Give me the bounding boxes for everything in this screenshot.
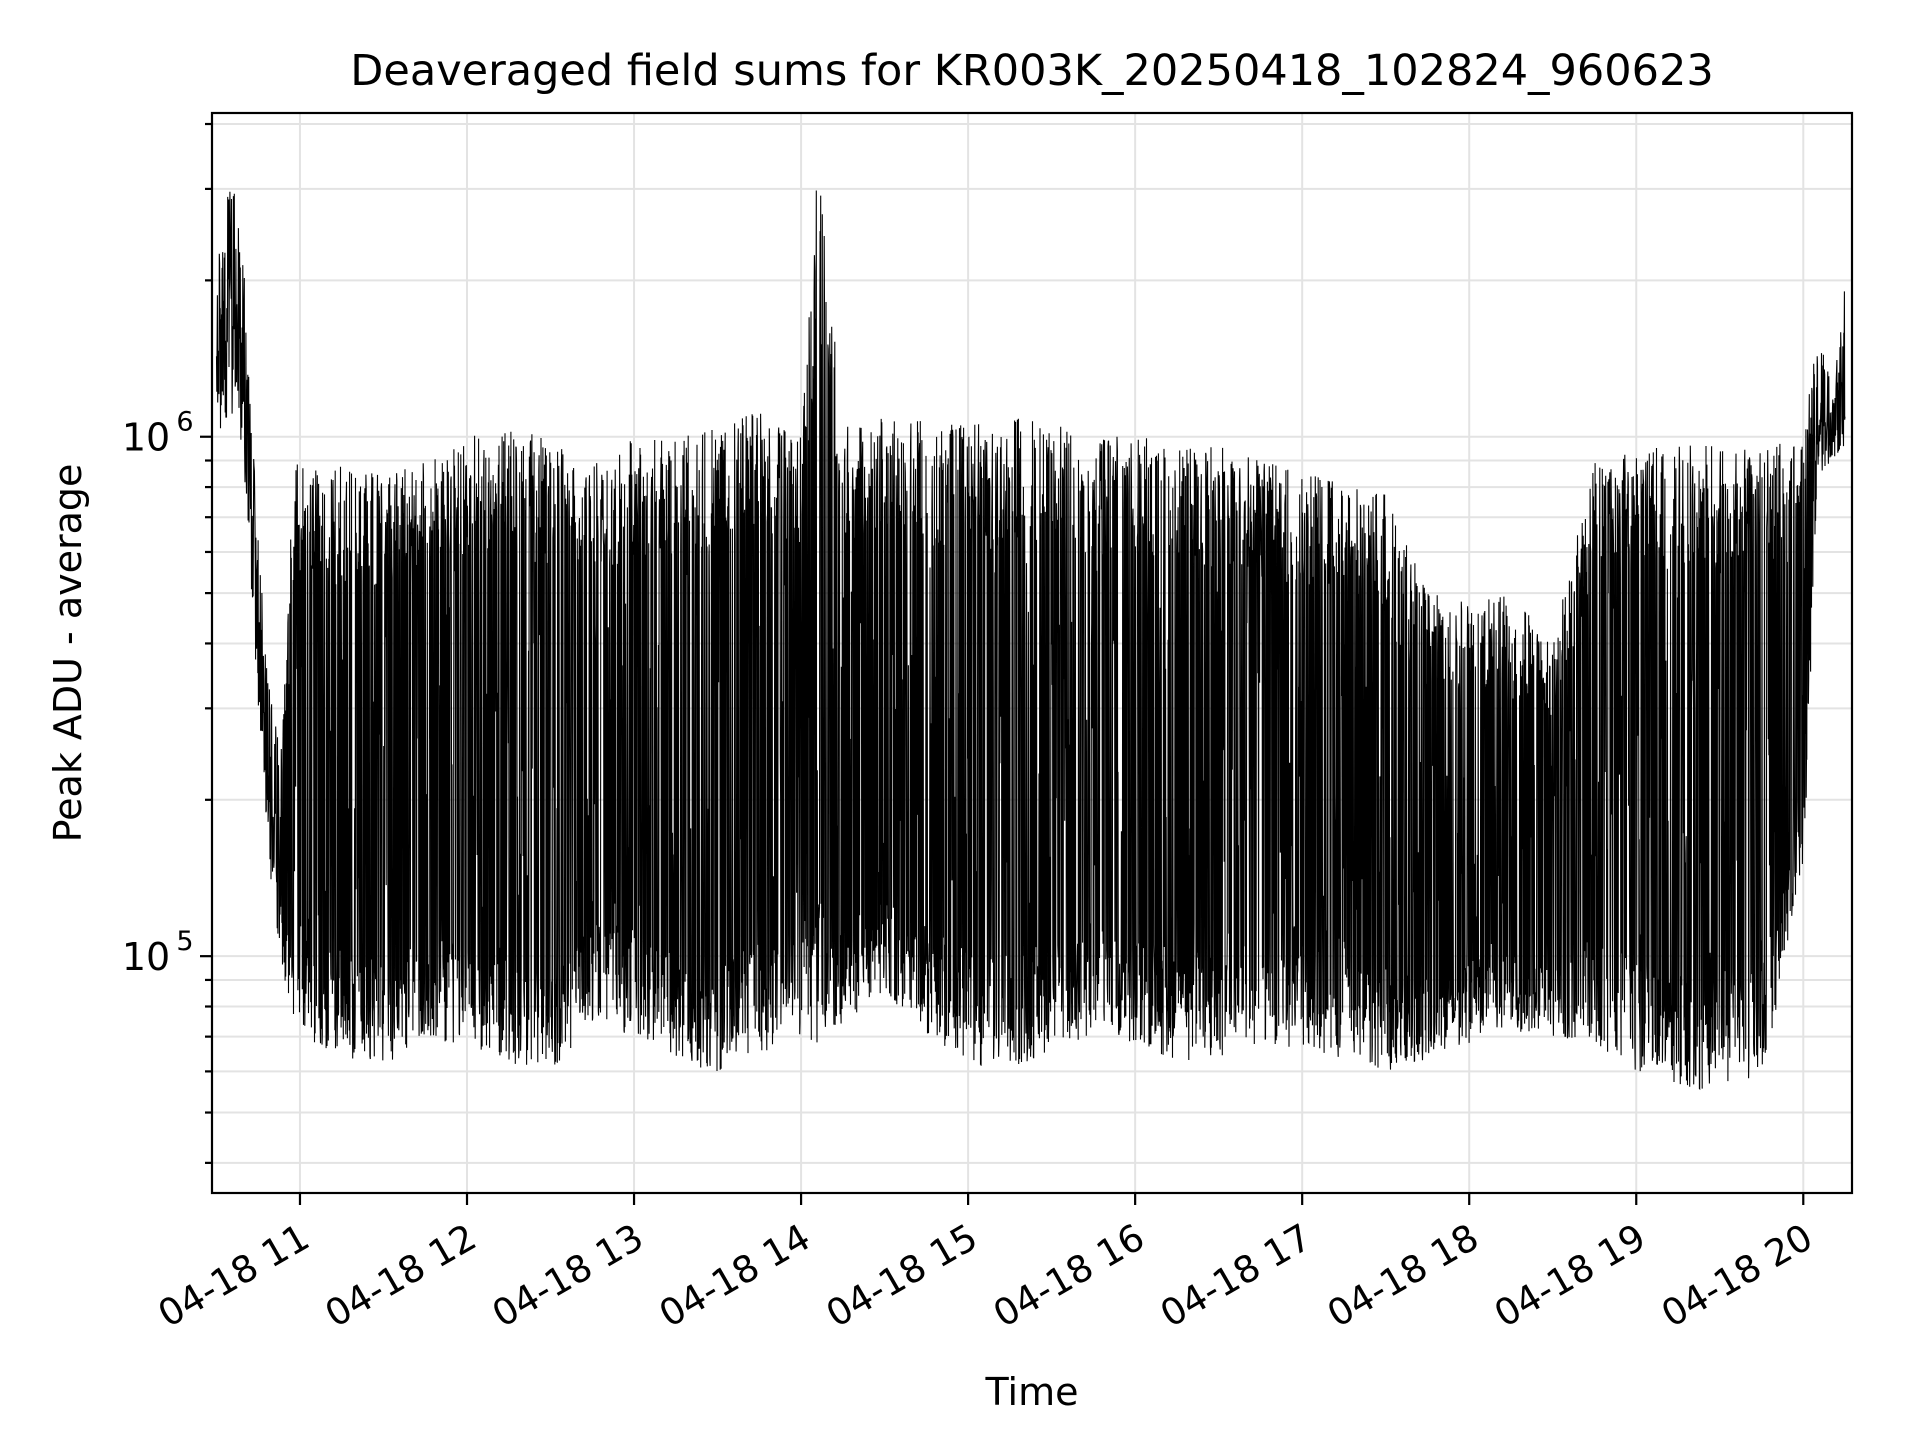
x-tick-label: 04-18 20 bbox=[1654, 1216, 1820, 1336]
y-tick-label-exponent: 5 bbox=[176, 926, 193, 957]
y-tick-label: 10 bbox=[122, 935, 170, 979]
x-tick-label: 04-18 15 bbox=[819, 1216, 985, 1336]
y-axis-label: Peak ADU - average bbox=[46, 464, 90, 843]
x-tick-label: 04-18 12 bbox=[318, 1216, 484, 1336]
chart-title: Deaveraged field sums for KR003K_2025041… bbox=[350, 46, 1713, 96]
x-tick-label: 04-18 11 bbox=[151, 1216, 317, 1336]
y-tick-label: 10 bbox=[122, 416, 170, 460]
x-tick-label: 04-18 14 bbox=[652, 1216, 818, 1336]
x-tick-label: 04-18 17 bbox=[1153, 1216, 1319, 1336]
series-layer bbox=[215, 190, 1846, 1091]
plot-frame bbox=[210, 111, 1854, 1195]
y-tick-label-exponent: 6 bbox=[176, 407, 193, 438]
x-axis-label: Time bbox=[985, 1370, 1079, 1414]
x-tick-label: 04-18 18 bbox=[1320, 1216, 1486, 1336]
x-tick-label: 04-18 19 bbox=[1487, 1216, 1653, 1336]
x-tick-label: 04-18 16 bbox=[986, 1216, 1152, 1336]
series-line bbox=[215, 190, 1846, 1091]
x-tick-label: 04-18 13 bbox=[485, 1216, 651, 1336]
